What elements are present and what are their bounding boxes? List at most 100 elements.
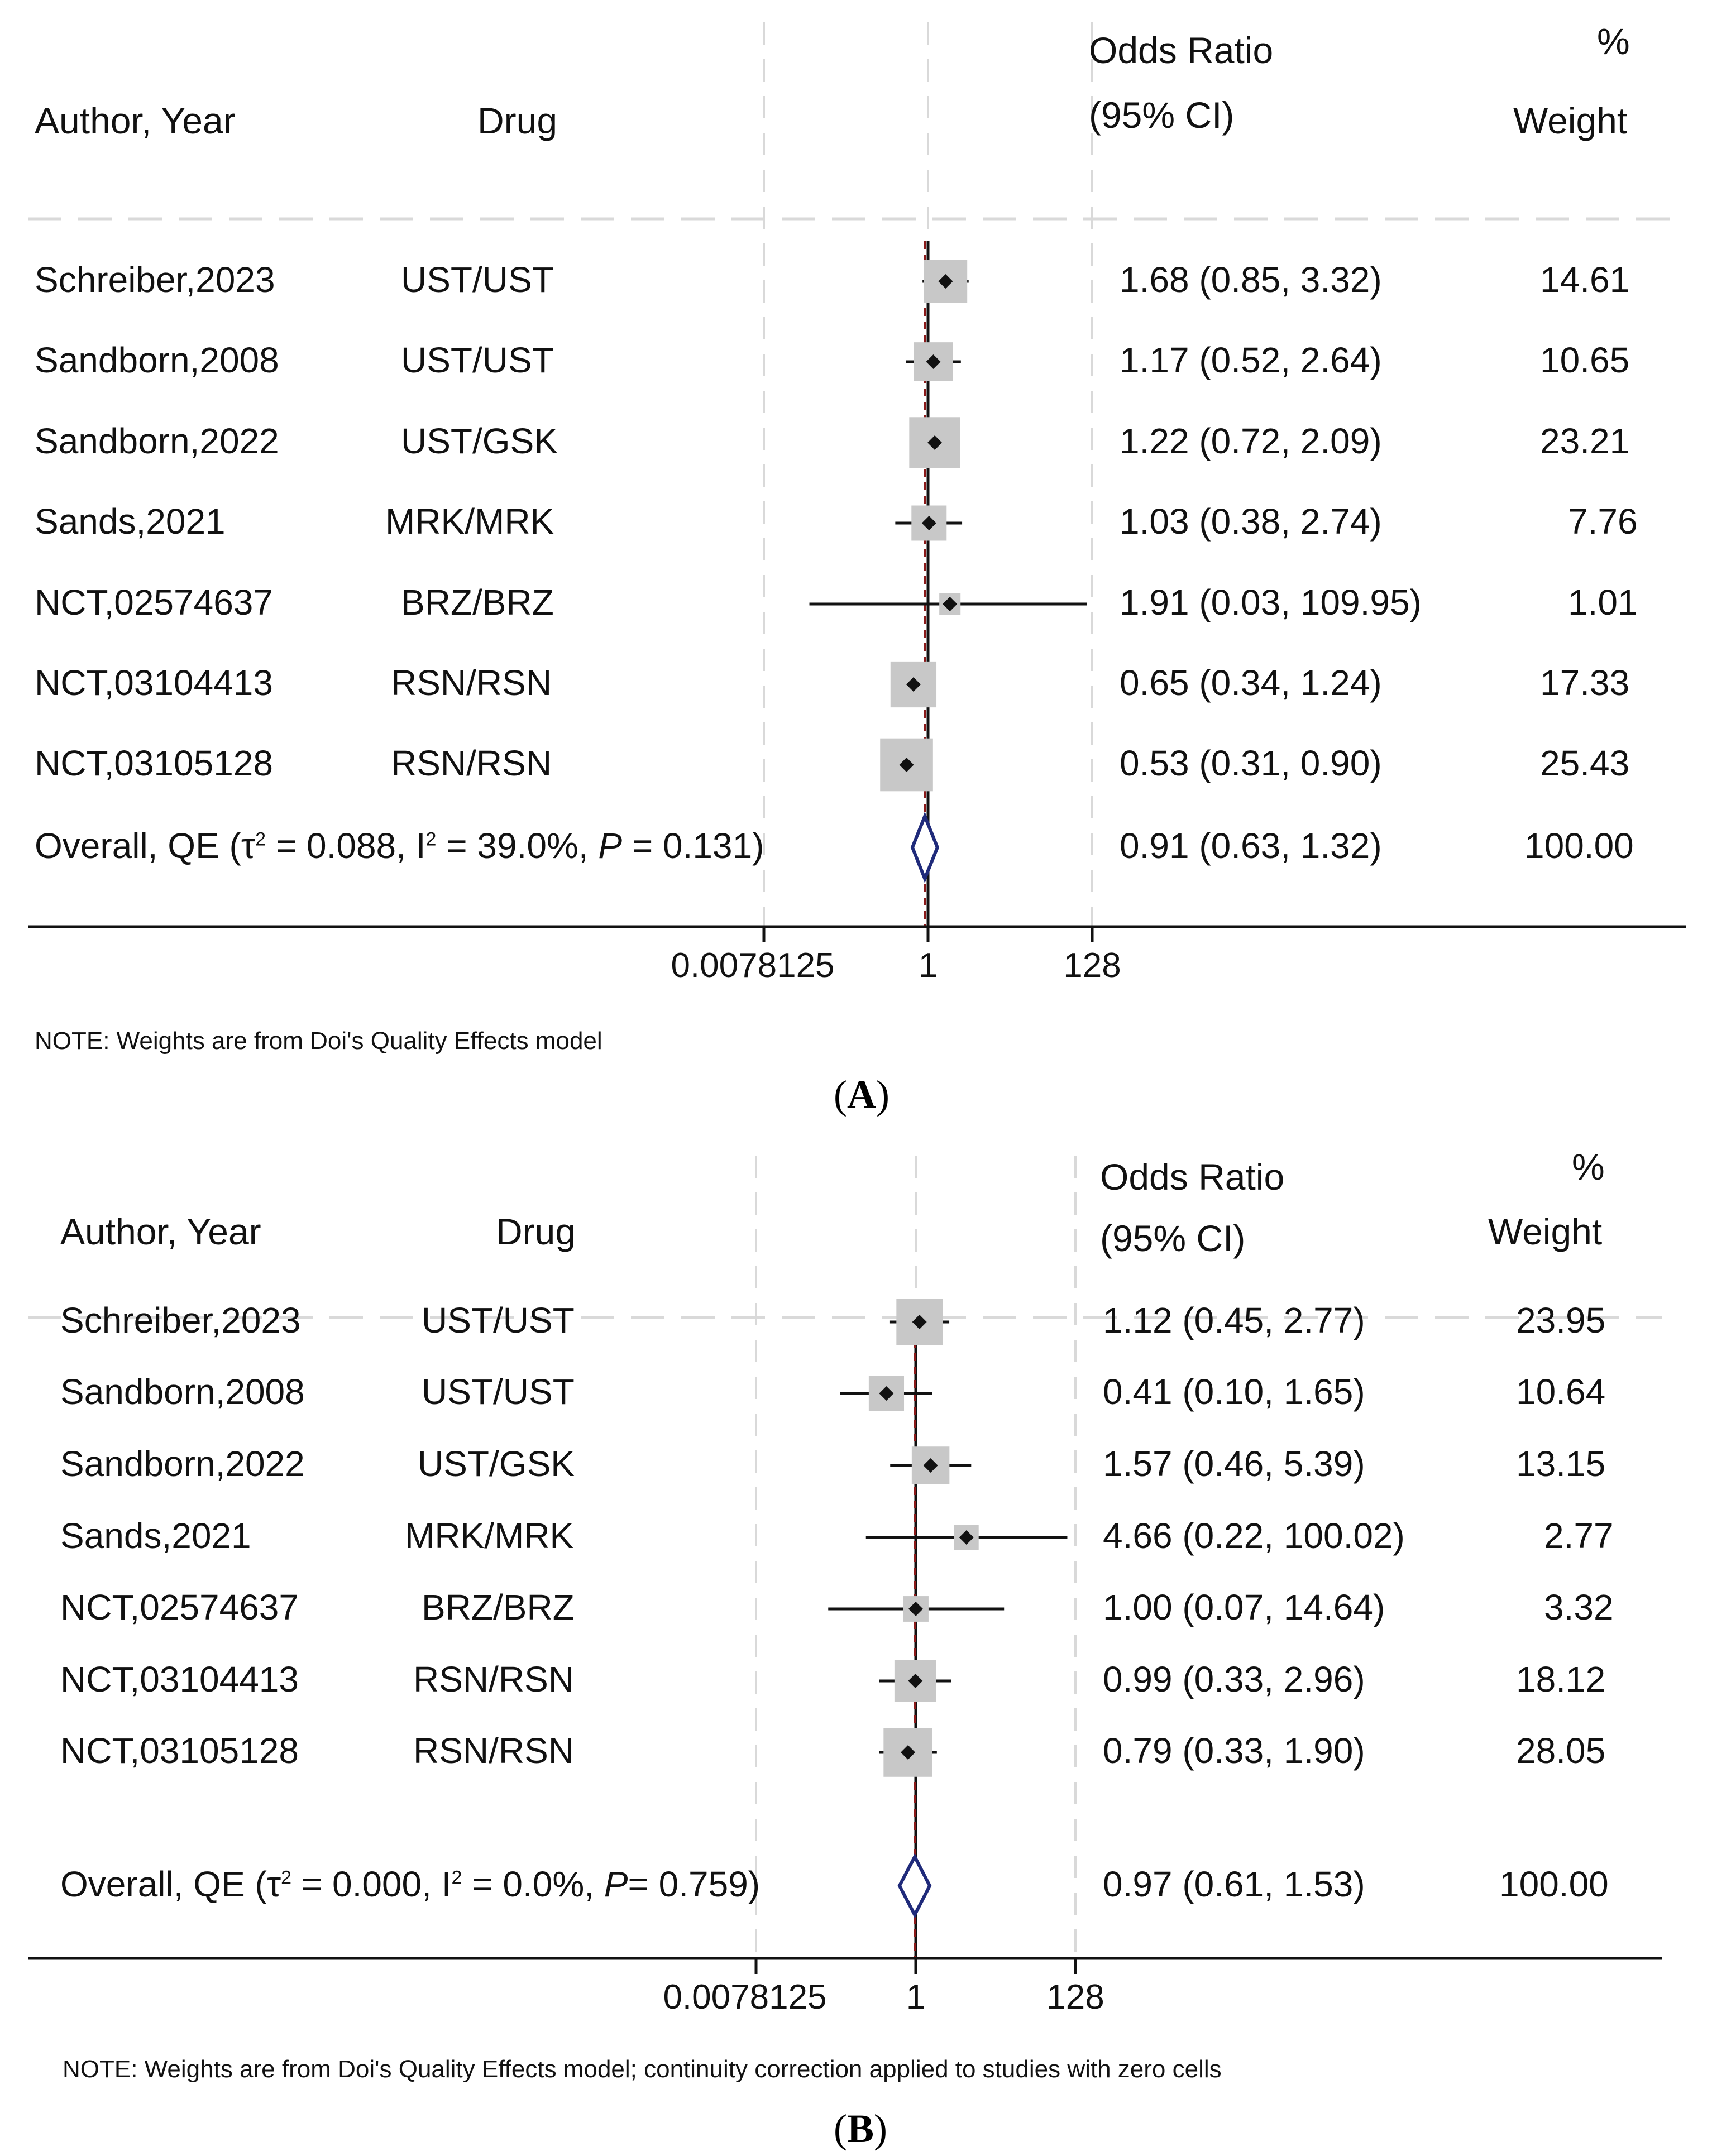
study-weight: 25.43 (1540, 743, 1630, 783)
study-weight: 28.05 (1516, 1731, 1606, 1771)
study-drug: RSN/RSN (413, 1659, 575, 1699)
overall-label: Overall, QE (τ2 = 0.088, I2 = 39.0%, P =… (35, 826, 764, 866)
header-ci: (95% CI) (1089, 94, 1235, 136)
study-author: Sandborn,2022 (60, 1444, 305, 1484)
study-drug: UST/UST (422, 1372, 575, 1412)
x-tick-label: 128 (1063, 946, 1121, 985)
study-author: NCT,02574637 (35, 582, 273, 622)
study-weight: 17.33 (1540, 663, 1630, 703)
point-estimate (923, 1458, 938, 1473)
study-or-ci: 1.57 (0.46, 5.39) (1103, 1444, 1365, 1484)
panel-label: (A) (834, 1072, 890, 1117)
study-author: Sandborn,2008 (60, 1372, 305, 1412)
point-estimate (908, 1602, 923, 1616)
study-drug: RSN/RSN (413, 1731, 575, 1771)
header-odds-ratio: Odds Ratio (1089, 30, 1274, 71)
study-drug: BRZ/BRZ (401, 582, 554, 622)
study-author: NCT,03105128 (35, 743, 273, 783)
study-or-ci: 1.68 (0.85, 3.32) (1120, 260, 1382, 300)
header-ci: (95% CI) (1100, 1218, 1246, 1259)
study-author: NCT,02574637 (60, 1587, 299, 1627)
point-estimate (926, 354, 941, 369)
study-or-ci: 0.65 (0.34, 1.24) (1120, 663, 1382, 703)
header-odds-ratio: Odds Ratio (1100, 1156, 1285, 1197)
study-weight: 2.77 (1544, 1516, 1614, 1556)
note: NOTE: Weights are from Doi's Quality Eff… (35, 1027, 602, 1055)
study-weight: 10.64 (1516, 1372, 1606, 1412)
header-weight: Weight (1513, 100, 1628, 141)
study-author: Sandborn,2022 (35, 421, 279, 461)
study-author: Schreiber,2023 (35, 260, 275, 300)
header-weight: Weight (1488, 1211, 1603, 1252)
overall-diamond (897, 1853, 932, 1919)
x-tick-label: 0.0078125 (671, 946, 834, 985)
study-drug: UST/UST (401, 260, 554, 300)
header-author-year: Author, Year (60, 1211, 261, 1252)
study-weight: 23.95 (1516, 1300, 1606, 1340)
study-weight: 13.15 (1516, 1444, 1606, 1484)
study-drug: RSN/RSN (391, 663, 552, 703)
forest-plot-a: 0.0078125 1 128 Odds Ratio (95% CI) % Weig… (28, 21, 1686, 1117)
study-author: NCT,03104413 (60, 1659, 299, 1699)
header-percent: % (1597, 21, 1630, 62)
x-tick-label: 1 (919, 946, 938, 985)
point-estimate (959, 1530, 974, 1545)
study-or-ci: 4.66 (0.22, 100.02) (1103, 1516, 1405, 1556)
forest-plot-a-graphic: 0.0078125 1 128 (28, 22, 1686, 985)
point-estimate (912, 1315, 927, 1329)
point-estimate (908, 1674, 923, 1688)
study-author: Schreiber,2023 (60, 1300, 301, 1340)
overall-weight: 100.00 (1524, 826, 1634, 866)
forest-plot-b-graphic: 0.0078125 1 128 (28, 1156, 1662, 2016)
study-or-ci: 1.17 (0.52, 2.64) (1120, 340, 1382, 380)
study-drug: UST/UST (422, 1300, 575, 1340)
study-drug: BRZ/BRZ (422, 1587, 575, 1627)
study-weight: 10.65 (1540, 340, 1630, 380)
x-tick-label: 1 (906, 1978, 925, 2016)
header-drug: Drug (477, 100, 558, 141)
study-drug: UST/UST (401, 340, 554, 380)
header-percent: % (1572, 1146, 1605, 1187)
point-estimate (901, 1745, 916, 1760)
point-estimate (943, 597, 958, 611)
study-weight: 7.76 (1568, 501, 1638, 542)
study-drug: UST/GSK (401, 421, 558, 461)
point-estimate (921, 516, 936, 530)
study-weight: 14.61 (1540, 260, 1630, 300)
header-author-year: Author, Year (35, 100, 236, 141)
study-or-ci: 0.99 (0.33, 2.96) (1103, 1659, 1365, 1699)
study-or-ci: 0.79 (0.33, 1.90) (1103, 1731, 1365, 1771)
study-or-ci: 1.12 (0.45, 2.77) (1103, 1300, 1365, 1340)
study-or-ci: 1.03 (0.38, 2.74) (1120, 501, 1382, 542)
study-drug: RSN/RSN (391, 743, 552, 783)
note: NOTE: Weights are from Doi's Quality Eff… (63, 2056, 1222, 2083)
study-author: NCT,03104413 (35, 663, 273, 703)
header-drug: Drug (496, 1211, 576, 1252)
study-or-ci: 1.91 (0.03, 109.95) (1120, 582, 1422, 622)
study-drug: UST/GSK (418, 1444, 575, 1484)
overall-label: Overall, QE (τ2 = 0.000, I2 = 0.0%, P= 0… (60, 1864, 761, 1904)
point-estimate (879, 1386, 894, 1401)
point-estimate (899, 758, 914, 772)
panel-label: (B) (834, 2106, 887, 2151)
study-author: Sands,2021 (35, 501, 226, 542)
study-weight: 18.12 (1516, 1659, 1606, 1699)
study-or-ci: 1.22 (0.72, 2.09) (1120, 421, 1382, 461)
overall-or-ci: 0.97 (0.61, 1.53) (1103, 1864, 1365, 1904)
study-drug: MRK/MRK (405, 1516, 574, 1556)
study-or-ci: 0.41 (0.10, 1.65) (1103, 1372, 1365, 1412)
x-tick-label: 0.0078125 (663, 1978, 826, 2016)
study-weight: 1.01 (1568, 582, 1638, 622)
study-weight: 23.21 (1540, 421, 1630, 461)
study-or-ci: 1.00 (0.07, 14.64) (1103, 1587, 1385, 1627)
study-or-ci: 0.53 (0.31, 0.90) (1120, 743, 1382, 783)
overall-weight: 100.00 (1499, 1864, 1609, 1904)
study-author: Sandborn,2008 (35, 340, 279, 380)
x-tick-label: 128 (1046, 1978, 1104, 2016)
study-weight: 3.32 (1544, 1587, 1614, 1627)
study-drug: MRK/MRK (385, 501, 554, 542)
overall-or-ci: 0.91 (0.63, 1.32) (1120, 826, 1382, 866)
point-estimate (938, 274, 953, 289)
forest-plot-b: 0.0078125 1 128 Odds Ratio (95% CI) % Weig… (0, 1133, 1712, 2156)
study-author: Sands,2021 (60, 1516, 251, 1556)
